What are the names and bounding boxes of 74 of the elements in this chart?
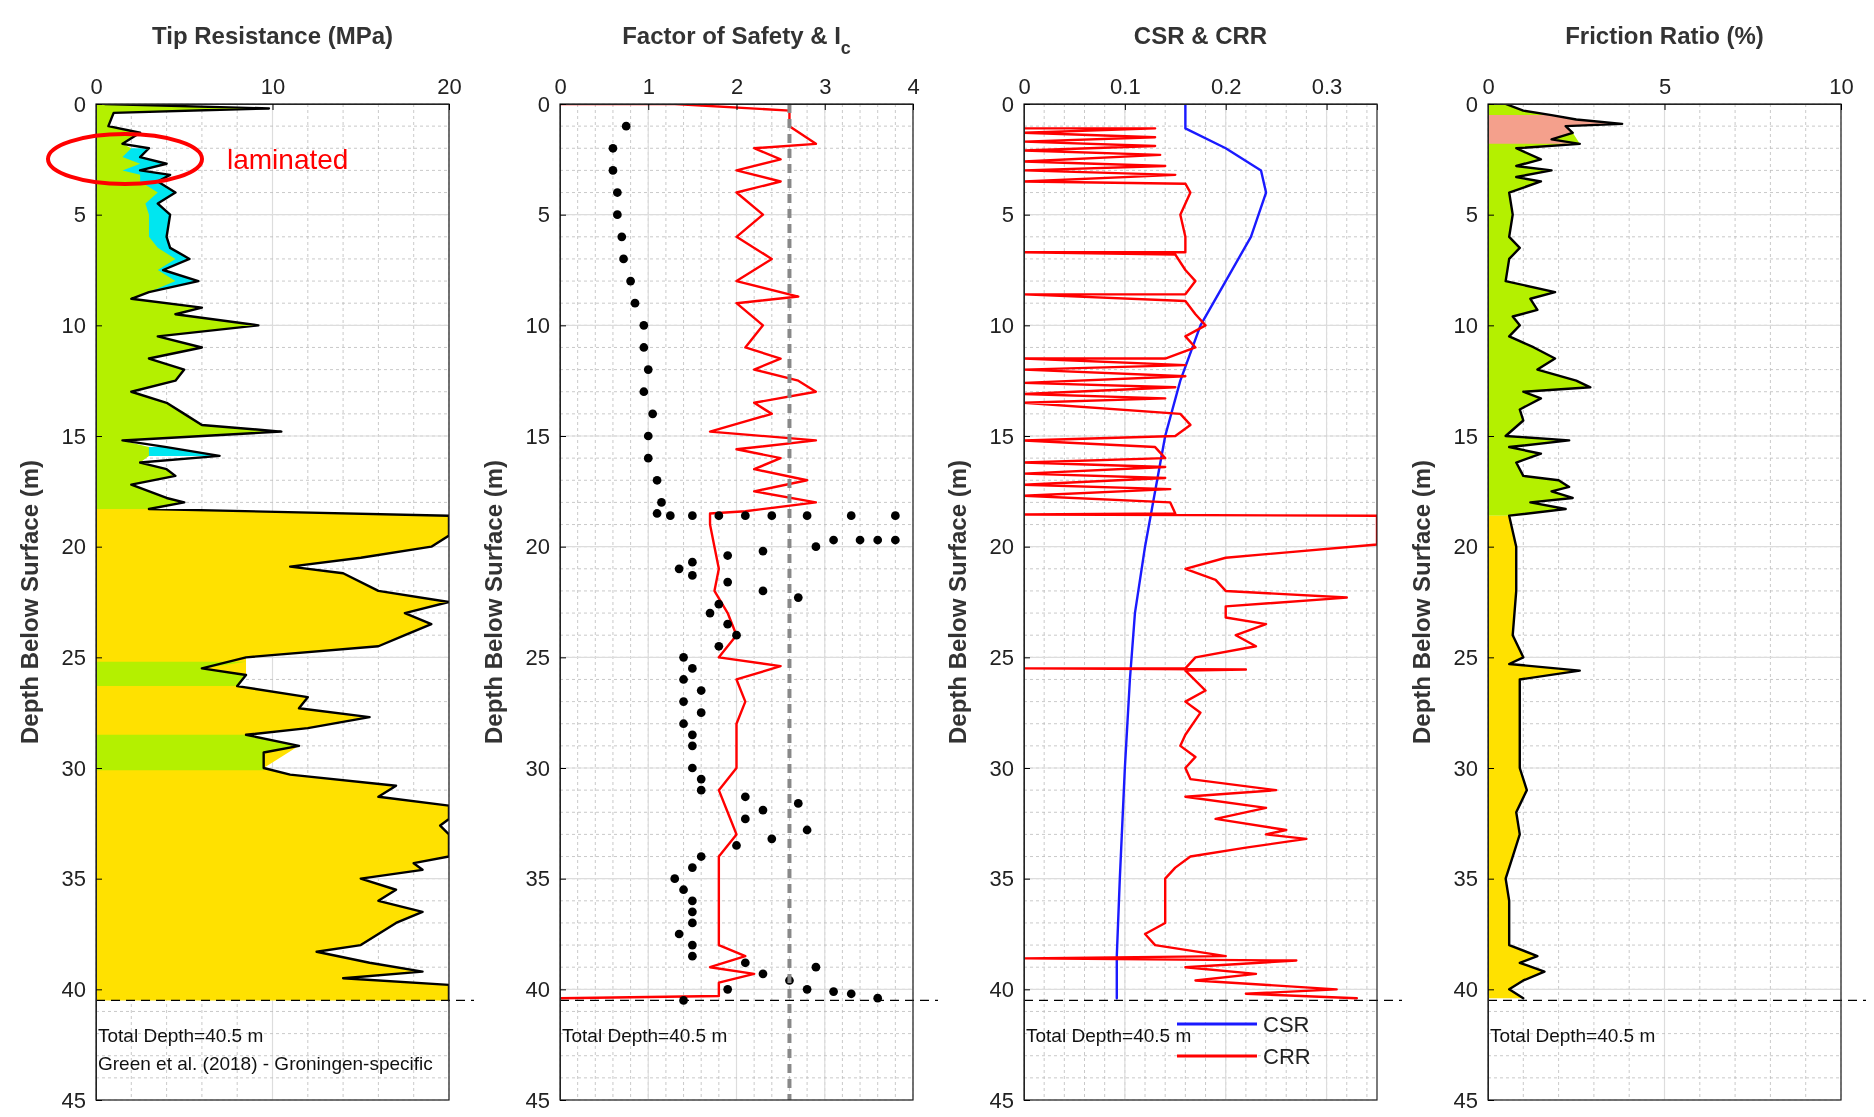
y-tick-label: 0	[73, 91, 86, 117]
y-tick-label: 10	[989, 312, 1014, 338]
y-tick-label: 5	[1465, 202, 1478, 228]
y-axis-title: Depth Below Surface (m)	[1408, 459, 1435, 745]
chart-title: Tip Resistance (MPa)	[152, 22, 393, 49]
annotation: Total Depth=40.5 m	[562, 1025, 728, 1046]
y-axis-title: Depth Below Surface (m)	[944, 459, 971, 745]
y-axis-title: Depth Below Surface (m)	[480, 459, 507, 745]
x-tick-label: 3	[819, 74, 832, 99]
x-tick-label: 0.2	[1210, 74, 1242, 99]
y-tick-label: 35	[989, 866, 1014, 892]
y-tick-label: 30	[61, 755, 86, 781]
y-tick-label: 40	[1453, 976, 1478, 1002]
line-series	[1024, 127, 1377, 1000]
x-tick-label: 0	[90, 74, 103, 99]
chart-title: Factor of Safety & I$_{c}$	[622, 22, 851, 58]
x-tick-label: 1	[642, 74, 655, 99]
annotation: Total Depth=40.5 m	[1026, 1025, 1192, 1046]
legend-label: CSR	[1263, 1012, 1310, 1037]
y-tick-label: 10	[61, 312, 86, 338]
x-tick-label: 0.1	[1110, 74, 1141, 99]
y-tick-label: 25	[61, 644, 86, 670]
y-tick-label: 30	[525, 755, 550, 781]
y-tick-label: 35	[61, 866, 86, 892]
y-tick-label: 30	[989, 755, 1014, 781]
y-tick-label: 35	[1453, 866, 1478, 892]
y-tick-label: 40	[61, 976, 86, 1002]
y-tick-label: 40	[989, 976, 1014, 1002]
y-tick-label: 20	[1453, 534, 1478, 560]
annotation: Green et al. (2018) - Groningen-specific	[98, 1053, 433, 1074]
x-tick-label: 2	[730, 74, 744, 99]
y-tick-label: 45	[525, 1087, 550, 1113]
y-axis-title: Depth Below Surface (m)	[16, 459, 43, 745]
y-tick-label: 0	[1465, 91, 1478, 117]
y-tick-label: 45	[61, 1087, 86, 1113]
y-tick-label: 45	[1453, 1087, 1478, 1113]
x-tick-label: 0	[1482, 74, 1495, 99]
y-tick-label: 30	[1453, 755, 1478, 781]
y-tick-label: 5	[537, 202, 550, 228]
line-series	[560, 104, 818, 1000]
x-tick-label: 10	[1829, 74, 1854, 99]
y-tick-label: 10	[1453, 312, 1478, 338]
y-tick-label: 10	[525, 312, 550, 338]
annotation: Total Depth=40.5 m	[98, 1025, 264, 1046]
x-tick-label: 0.3	[1311, 74, 1343, 99]
x-tick-label: 0	[1018, 74, 1031, 99]
x-tick-label: 20	[437, 74, 462, 99]
chart-title: Friction Ratio (%)	[1565, 22, 1764, 49]
y-tick-label: 5	[73, 202, 86, 228]
x-tick-label: 0	[554, 74, 567, 99]
line-series	[1115, 104, 1268, 1000]
y-tick-label: 25	[525, 644, 550, 670]
chart-title: CSR & CRR	[1133, 22, 1268, 49]
y-tick-label: 20	[989, 534, 1014, 560]
y-tick-label: 35	[525, 866, 550, 892]
annotation: Total Depth=40.5 m	[1490, 1025, 1656, 1046]
y-tick-label: 20	[61, 534, 86, 560]
y-tick-label: 20	[525, 534, 550, 560]
y-tick-label: 25	[1453, 644, 1478, 670]
y-tick-label: 5	[1001, 202, 1014, 228]
y-tick-label: 15	[989, 423, 1014, 449]
y-tick-label: 15	[1453, 423, 1478, 449]
y-tick-label: 0	[1001, 91, 1014, 117]
y-tick-label: 45	[989, 1087, 1014, 1113]
x-tick-label: 10	[260, 74, 286, 99]
annotation: laminated	[227, 144, 349, 175]
y-tick-label: 40	[525, 976, 550, 1002]
x-tick-label: 4	[907, 74, 920, 99]
y-tick-label: 15	[61, 423, 86, 449]
y-tick-label: 25	[989, 644, 1014, 670]
y-tick-label: 0	[537, 91, 550, 117]
x-tick-label: 5	[1658, 74, 1672, 99]
y-tick-label: 15	[525, 423, 550, 449]
legend-label: CRR	[1263, 1044, 1311, 1069]
